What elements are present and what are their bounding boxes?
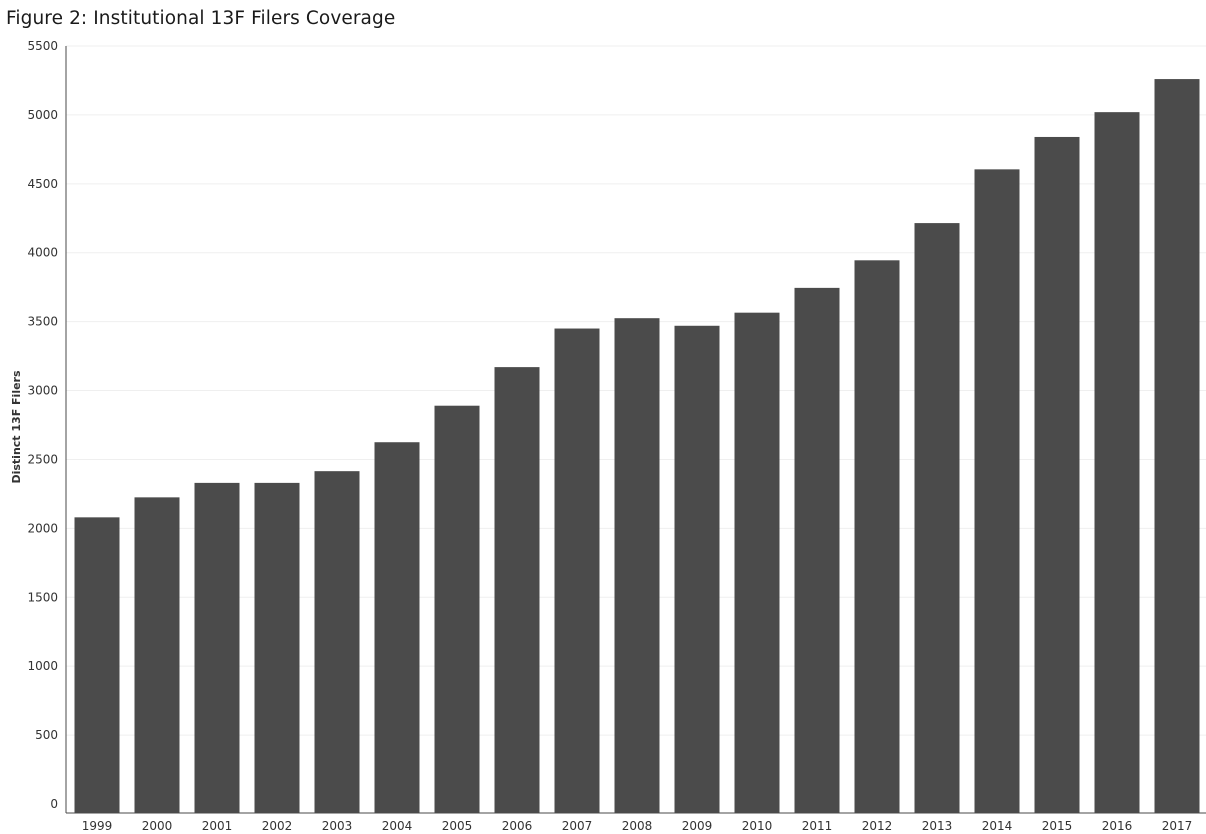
y-tick-label-4500: 4500 xyxy=(27,177,58,191)
x-tick-label-2011: 2011 xyxy=(802,819,833,833)
y-tick-label-500: 500 xyxy=(35,728,58,742)
y-tick-label-5500: 5500 xyxy=(27,39,58,53)
bar-2014 xyxy=(974,169,1020,813)
x-tick-label-2003: 2003 xyxy=(322,819,353,833)
x-tick-label-2015: 2015 xyxy=(1042,819,1073,833)
bar-2016 xyxy=(1094,112,1140,814)
x-tick-label-2012: 2012 xyxy=(862,819,893,833)
x-tick-label-2010: 2010 xyxy=(742,819,773,833)
y-tick-labels: 0 500 1000 1500 2000 2500 3000 3500 4000 4500 5000… xyxy=(27,39,58,811)
bar-2008 xyxy=(614,318,660,813)
y-tick-label-3500: 3500 xyxy=(27,315,58,329)
bars xyxy=(74,79,1200,814)
y-tick-label-2000: 2000 xyxy=(27,521,58,535)
x-tick-label-2017: 2017 xyxy=(1162,819,1193,833)
x-tick-label-2006: 2006 xyxy=(502,819,533,833)
bar-2012 xyxy=(854,260,900,814)
x-tick-label-2016: 2016 xyxy=(1102,819,1133,833)
bar-2009 xyxy=(674,325,720,813)
x-tick-label-2004: 2004 xyxy=(382,819,413,833)
y-axis-title: Distinct 13F Filers xyxy=(10,370,23,484)
y-tick-label-1500: 1500 xyxy=(27,590,58,604)
y-tick-label-2500: 2500 xyxy=(27,452,58,466)
bar-2004 xyxy=(374,442,420,813)
x-tick-label-2013: 2013 xyxy=(922,819,953,833)
bar-2001 xyxy=(194,482,240,813)
axes xyxy=(65,46,1206,814)
x-tick-label-2002: 2002 xyxy=(262,819,293,833)
y-tick-label-0: 0 xyxy=(50,797,58,811)
bar-2002 xyxy=(254,482,300,813)
chart-title: Figure 2: Institutional 13F Filers Cover… xyxy=(6,8,396,29)
bar-2003 xyxy=(314,471,360,813)
x-tick-label-2007: 2007 xyxy=(562,819,593,833)
x-tick-label-1999: 1999 xyxy=(82,819,113,833)
y-tick-label-4000: 4000 xyxy=(27,246,58,260)
x-tick-label-2008: 2008 xyxy=(622,819,653,833)
x-tick-label-2000: 2000 xyxy=(142,819,173,833)
bar-2017 xyxy=(1154,79,1200,814)
bar-2007 xyxy=(554,328,600,813)
bar-1999 xyxy=(74,517,120,813)
bar-2005 xyxy=(434,405,480,813)
bar-2015 xyxy=(1034,136,1080,813)
bar-2000 xyxy=(134,497,180,813)
x-tick-label-2014: 2014 xyxy=(982,819,1013,833)
y-tick-label-1000: 1000 xyxy=(27,659,58,673)
bar-2011 xyxy=(794,287,840,813)
bar-2010 xyxy=(734,312,780,813)
x-tick-label-2005: 2005 xyxy=(442,819,473,833)
x-tick-labels: 1999 2000 2001 2002 2003 2004 2005 2006 2007 2008… xyxy=(82,819,1193,833)
y-tick-label-3000: 3000 xyxy=(27,384,58,398)
bar-2013 xyxy=(914,223,960,813)
x-tick-label-2001: 2001 xyxy=(202,819,233,833)
y-tick-label-5000: 5000 xyxy=(27,108,58,122)
x-tick-label-2009: 2009 xyxy=(682,819,713,833)
bar-2006 xyxy=(494,367,540,813)
